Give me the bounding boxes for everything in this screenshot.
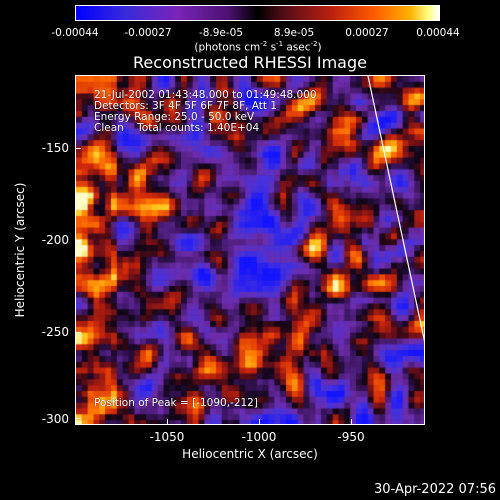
y-tick: [75, 418, 81, 419]
rhessi-image: [76, 76, 424, 424]
annotation-detectors: Detectors: 3F 4F 5F 6F 7F 8F, Att 1: [94, 100, 278, 112]
annotation-peak: Position of Peak = [-1090,-212]: [94, 397, 258, 409]
colorbar-tick-label: 0.00027: [345, 27, 389, 39]
limb-line: [367, 76, 424, 342]
timestamp: 30-Apr-2022 07:56: [374, 482, 496, 497]
colorbar-tick-label: 8.9e-05: [273, 27, 315, 39]
x-tick-label: -950: [337, 430, 365, 444]
annotation-time: 21-Jul-2002 01:43:48.000 to 01:49:48.000: [94, 89, 317, 101]
y-tick-label: -150: [41, 141, 69, 155]
colorbar-tick-label: -8.9e-05: [198, 27, 244, 39]
annotation-energy: Energy Range: 25.0 - 50.0 keV: [94, 111, 255, 123]
y-tick-label: -200: [41, 233, 69, 247]
x-tick: [351, 419, 352, 425]
y-tick-label: -300: [41, 412, 69, 426]
y-tick: [75, 240, 81, 241]
y-axis-title: Heliocentric Y (arcsec): [13, 182, 27, 318]
colorbar: [75, 5, 440, 21]
x-tick: [259, 419, 260, 425]
x-tick: [167, 419, 168, 425]
colorbar-tick-label: -0.00027: [124, 27, 172, 39]
colorbar-units: (photons cm-2 s-1 asec-2): [194, 40, 322, 54]
x-axis-title: Heliocentric X (arcsec): [182, 447, 318, 461]
x-tick-label: -1000: [241, 430, 277, 444]
y-tick: [75, 332, 81, 333]
colorbar-tick-label: -0.00044: [51, 27, 99, 39]
y-tick: [75, 148, 81, 149]
annotation-clean: Clean Total counts: 1.40E+04: [94, 122, 260, 134]
x-tick-label: -1050: [149, 430, 185, 444]
image-plot: 21-Jul-2002 01:43:48.000 to 01:49:48.000…: [75, 75, 425, 425]
y-tick-label: -250: [41, 325, 69, 339]
plot-title: Reconstructed RHESSI Image: [133, 53, 367, 72]
colorbar-tick-label: 0.00044: [416, 27, 460, 39]
